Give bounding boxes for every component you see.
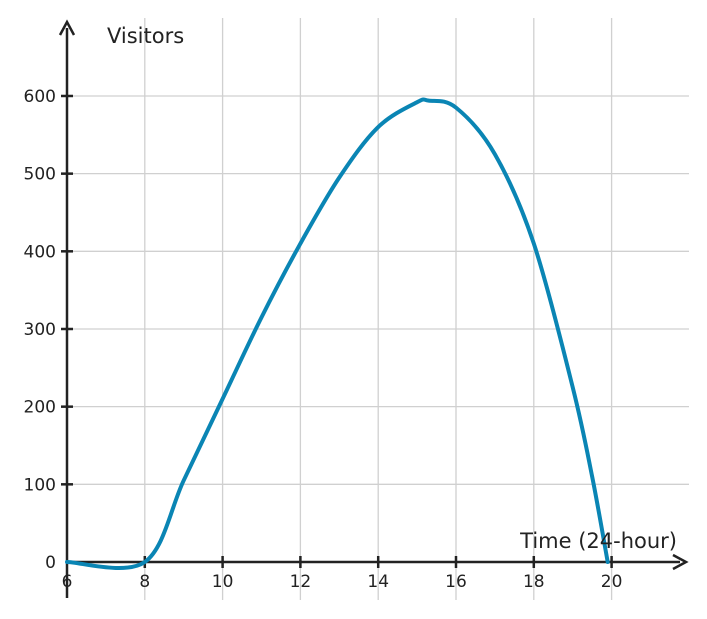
x-tick-label-8: 8 <box>139 572 150 592</box>
x-tick-label-10: 10 <box>212 572 234 592</box>
x-tick-label-6: 6 <box>62 572 73 592</box>
y-tick-label-200: 200 <box>24 398 56 418</box>
y-axis-label: Visitors <box>107 24 184 48</box>
y-axis-arrow-icon <box>58 19 76 36</box>
x-axis-arrow-icon <box>672 553 689 571</box>
y-tick-label-600: 600 <box>24 87 56 107</box>
x-axis-label: Time (24-hour) <box>519 529 677 553</box>
series-line-0 <box>65 97 610 570</box>
x-tick-label-16: 16 <box>445 572 467 592</box>
axes <box>58 19 689 598</box>
y-tick-label-300: 300 <box>24 320 56 340</box>
x-tick-label-14: 14 <box>367 572 389 592</box>
y-tick-label-100: 100 <box>24 475 56 495</box>
series-group <box>65 97 610 570</box>
y-tick-label-500: 500 <box>24 165 56 185</box>
x-tick-label-12: 12 <box>290 572 312 592</box>
y-tick-label-400: 400 <box>24 242 56 262</box>
x-tick-label-20: 20 <box>601 572 623 592</box>
y-tick-label-0: 0 <box>45 553 56 573</box>
x-tick-label-18: 18 <box>523 572 545 592</box>
grid-lines <box>67 18 689 600</box>
